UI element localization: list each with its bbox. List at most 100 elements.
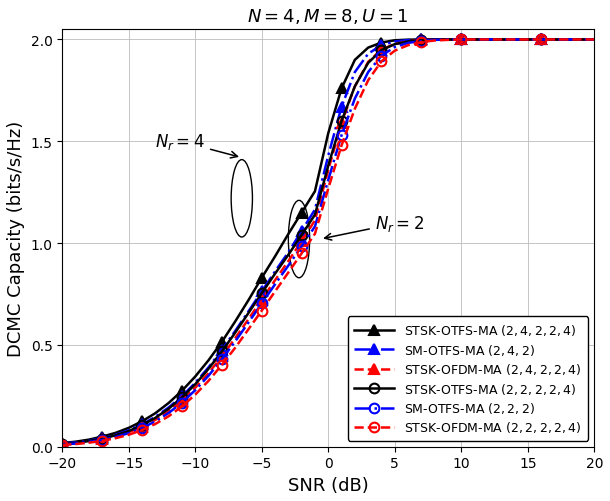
STSK-OFDM-MA $(2,4,2,2,4)$: [258, 297, 265, 303]
STSK-OTFS-MA $(2,2,2,2,4)$: [378, 48, 385, 54]
SM-OTFS-MA $(2,2,2)$: [338, 133, 345, 139]
STSK-OTFS-MA $(2,4,2,2,4)$: [59, 440, 66, 446]
SM-OTFS-MA $(2,2,2)$: [511, 38, 518, 44]
STSK-OTFS-MA $(2,2,2,2,4)$: [484, 38, 492, 44]
SM-OTFS-MA $(2,2,2)$: [285, 263, 292, 269]
SM-OTFS-MA $(2,2,2)$: [245, 320, 252, 326]
SM-OTFS-MA $(2,4,2)$: [378, 43, 385, 49]
STSK-OTFS-MA $(2,2,2,2,4)$: [192, 381, 199, 387]
STSK-OFDM-MA $(2,2,2,2,4)$: [178, 404, 185, 410]
SM-OTFS-MA $(2,4,2)$: [258, 289, 265, 295]
SM-OTFS-MA $(2,4,2)$: [192, 380, 199, 386]
STSK-OTFS-MA $(2,2,2,2,4)$: [152, 415, 159, 421]
SM-OTFS-MA $(2,2,2)$: [59, 442, 66, 448]
SM-OTFS-MA $(2,4,2)$: [152, 414, 159, 420]
SM-OTFS-MA $(2,2,2)$: [537, 38, 545, 44]
STSK-OTFS-MA $(2,4,2,2,4)$: [205, 358, 212, 364]
SM-OTFS-MA $(2,2,2)$: [444, 38, 451, 44]
STSK-OFDM-MA $(2,4,2,2,4)$: [85, 438, 93, 444]
STSK-OFDM-MA $(2,4,2,2,4)$: [165, 408, 172, 414]
STSK-OTFS-MA $(2,4,2,2,4)$: [285, 231, 292, 237]
STSK-OFDM-MA $(2,2,2,2,4)$: [125, 432, 132, 438]
STSK-OFDM-MA $(2,4,2,2,4)$: [511, 38, 518, 44]
STSK-OTFS-MA $(2,4,2,2,4)$: [458, 38, 465, 44]
STSK-OFDM-MA $(2,2,2,2,4)$: [218, 362, 226, 368]
STSK-OTFS-MA $(2,4,2,2,4)$: [112, 430, 119, 436]
STSK-OFDM-MA $(2,4,2,2,4)$: [590, 38, 598, 44]
STSK-OTFS-MA $(2,2,2,2,4)$: [391, 42, 398, 48]
SM-OTFS-MA $(2,4,2)$: [298, 228, 306, 234]
STSK-OTFS-MA $(2,4,2,2,4)$: [338, 86, 345, 92]
STSK-OTFS-MA $(2,2,2,2,4)$: [431, 38, 439, 44]
STSK-OFDM-MA $(2,4,2,2,4)$: [444, 38, 451, 44]
STSK-OTFS-MA $(2,2,2,2,4)$: [590, 38, 598, 44]
STSK-OTFS-MA $(2,4,2,2,4)$: [590, 38, 598, 44]
SM-OTFS-MA $(2,4,2)$: [98, 435, 106, 441]
STSK-OTFS-MA $(2,2,2,2,4)$: [418, 38, 425, 44]
STSK-OTFS-MA $(2,2,2,2,4)$: [404, 40, 412, 46]
STSK-OFDM-MA $(2,2,2,2,4)$: [564, 38, 572, 44]
STSK-OFDM-MA $(2,2,2,2,4)$: [418, 40, 425, 46]
STSK-OTFS-MA $(2,4,2,2,4)$: [351, 58, 359, 64]
SM-OTFS-MA $(2,2,2)$: [72, 440, 79, 446]
STSK-OFDM-MA $(2,2,2,2,4)$: [404, 43, 412, 49]
Title: $N=4, M=8, U=1$: $N=4, M=8, U=1$: [248, 7, 409, 26]
SM-OTFS-MA $(2,2,2)$: [112, 434, 119, 440]
SM-OTFS-MA $(2,2,2)$: [418, 39, 425, 45]
STSK-OFDM-MA $(2,4,2,2,4)$: [404, 39, 412, 45]
SM-OTFS-MA $(2,4,2)$: [404, 38, 412, 44]
SM-OTFS-MA $(2,4,2)$: [431, 38, 439, 44]
STSK-OFDM-MA $(2,4,2,2,4)$: [178, 398, 185, 404]
SM-OTFS-MA $(2,2,2)$: [311, 224, 318, 230]
STSK-OFDM-MA $(2,4,2,2,4)$: [391, 42, 398, 48]
STSK-OTFS-MA $(2,2,2,2,4)$: [98, 436, 106, 442]
STSK-OFDM-MA $(2,2,2,2,4)$: [484, 38, 492, 44]
STSK-OFDM-MA $(2,4,2,2,4)$: [138, 424, 146, 430]
SM-OTFS-MA $(2,4,2)$: [72, 439, 79, 445]
STSK-OTFS-MA $(2,2,2,2,4)$: [338, 119, 345, 125]
SM-OTFS-MA $(2,4,2)$: [231, 329, 239, 335]
STSK-OTFS-MA $(2,4,2,2,4)$: [564, 38, 572, 44]
SM-OTFS-MA $(2,2,2)$: [231, 339, 239, 345]
STSK-OFDM-MA $(2,4,2,2,4)$: [205, 370, 212, 376]
STSK-OTFS-MA $(2,2,2,2,4)$: [85, 438, 93, 444]
STSK-OTFS-MA $(2,2,2,2,4)$: [245, 310, 252, 316]
SM-OTFS-MA $(2,2,2)$: [458, 38, 465, 44]
STSK-OTFS-MA $(2,2,2,2,4)$: [444, 38, 451, 44]
STSK-OTFS-MA $(2,4,2,2,4)$: [365, 46, 372, 52]
SM-OTFS-MA $(2,2,2)$: [138, 425, 146, 431]
STSK-OFDM-MA $(2,2,2,2,4)$: [365, 78, 372, 84]
STSK-OTFS-MA $(2,4,2,2,4)$: [125, 425, 132, 431]
STSK-OTFS-MA $(2,4,2,2,4)$: [98, 434, 106, 440]
STSK-OFDM-MA $(2,2,2,2,4)$: [85, 440, 93, 446]
STSK-OTFS-MA $(2,2,2,2,4)$: [178, 395, 185, 401]
STSK-OTFS-MA $(2,2,2,2,4)$: [325, 163, 332, 169]
Y-axis label: DCMC Capacity (bits/s/Hz): DCMC Capacity (bits/s/Hz): [7, 121, 25, 356]
STSK-OFDM-MA $(2,4,2,2,4)$: [325, 167, 332, 173]
STSK-OTFS-MA $(2,2,2,2,4)$: [72, 440, 79, 446]
STSK-OTFS-MA $(2,4,2,2,4)$: [231, 319, 239, 325]
STSK-OTFS-MA $(2,2,2,2,4)$: [311, 212, 318, 218]
SM-OTFS-MA $(2,2,2)$: [391, 45, 398, 51]
SM-OTFS-MA $(2,2,2)$: [205, 373, 212, 379]
STSK-OTFS-MA $(2,2,2,2,4)$: [125, 428, 132, 434]
STSK-OFDM-MA $(2,4,2,2,4)$: [192, 385, 199, 391]
STSK-OFDM-MA $(2,4,2,2,4)$: [365, 60, 372, 66]
SM-OTFS-MA $(2,2,2)$: [258, 301, 265, 307]
STSK-OTFS-MA $(2,4,2,2,4)$: [138, 418, 146, 424]
STSK-OTFS-MA $(2,4,2,2,4)$: [378, 41, 385, 47]
STSK-OTFS-MA $(2,4,2,2,4)$: [85, 437, 93, 443]
STSK-OTFS-MA $(2,4,2,2,4)$: [325, 131, 332, 137]
STSK-OTFS-MA $(2,4,2,2,4)$: [444, 38, 451, 44]
SM-OTFS-MA $(2,2,2)$: [351, 96, 359, 102]
STSK-OFDM-MA $(2,2,2,2,4)$: [72, 441, 79, 447]
STSK-OTFS-MA $(2,4,2,2,4)$: [511, 38, 518, 44]
SM-OTFS-MA $(2,4,2)$: [205, 365, 212, 371]
SM-OTFS-MA $(2,2,2)$: [152, 418, 159, 424]
SM-OTFS-MA $(2,4,2)$: [418, 38, 425, 44]
STSK-OFDM-MA $(2,4,2,2,4)$: [537, 38, 545, 44]
SM-OTFS-MA $(2,2,2)$: [484, 38, 492, 44]
STSK-OFDM-MA $(2,4,2,2,4)$: [285, 259, 292, 265]
STSK-OTFS-MA $(2,2,2,2,4)$: [112, 432, 119, 438]
STSK-OFDM-MA $(2,4,2,2,4)$: [458, 38, 465, 44]
